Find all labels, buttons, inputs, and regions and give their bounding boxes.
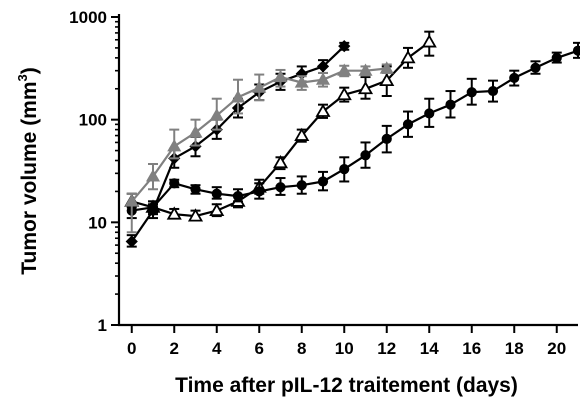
data-point xyxy=(400,50,416,64)
data-point xyxy=(466,87,477,98)
data-point xyxy=(209,202,225,217)
data-point xyxy=(275,182,286,193)
x-tick-label: 20 xyxy=(547,339,566,358)
data-point xyxy=(509,72,520,84)
y-axis-title-superscript: 3 xyxy=(15,74,30,81)
data-point xyxy=(402,119,414,130)
data-point xyxy=(336,86,352,101)
data-point xyxy=(379,61,394,74)
x-tick-label: 4 xyxy=(212,339,222,358)
data-point xyxy=(294,127,310,141)
data-point xyxy=(338,40,351,53)
data-point xyxy=(445,99,456,110)
data-point xyxy=(381,133,392,144)
data-point xyxy=(167,139,182,152)
data-point xyxy=(572,45,580,56)
data-point xyxy=(125,235,138,248)
series-line xyxy=(130,49,580,212)
data-point xyxy=(124,194,139,207)
y-tick-label: 1000 xyxy=(69,8,107,27)
data-point xyxy=(317,176,329,187)
data-point xyxy=(424,108,435,119)
axes: 1 10 100 1000 0 2 4 6 8 10 12 14 16 18 20 xyxy=(69,8,578,358)
series-triangle xyxy=(124,61,394,234)
data-point xyxy=(315,72,331,85)
data-point xyxy=(190,184,201,195)
data-point xyxy=(188,125,203,138)
data-point xyxy=(316,60,330,73)
series-layer xyxy=(124,30,580,248)
data-point xyxy=(294,75,309,88)
data-point xyxy=(211,188,222,199)
data-point xyxy=(357,80,374,95)
x-tick-label: 12 xyxy=(377,339,396,358)
x-tick-label: 0 xyxy=(127,339,136,358)
data-point xyxy=(187,208,204,222)
y-axis-title: Tumor volume (mm3) xyxy=(15,67,41,275)
x-tick-label: 6 xyxy=(255,339,264,358)
x-tick-label: 14 xyxy=(420,339,439,358)
data-point xyxy=(209,108,224,121)
data-point xyxy=(421,34,437,48)
data-point xyxy=(487,85,499,97)
y-tick-label: 1 xyxy=(98,316,107,335)
series-line xyxy=(130,45,346,243)
data-point xyxy=(254,186,265,197)
data-point xyxy=(339,163,350,175)
data-point xyxy=(169,178,180,189)
data-point xyxy=(230,90,246,103)
data-point xyxy=(296,180,307,191)
x-axis-title: Time after pIL-12 traitement (days) xyxy=(175,374,518,397)
x-tick-label: 18 xyxy=(505,339,524,358)
y-axis-title-end: ) xyxy=(18,67,41,74)
x-tick-label: 16 xyxy=(462,339,481,358)
data-point xyxy=(272,154,289,169)
data-point xyxy=(232,191,244,202)
y-axis-title-main: Tumor volume (mm xyxy=(18,81,41,274)
x-tick-label: 8 xyxy=(297,339,306,358)
data-point xyxy=(146,204,160,217)
x-tick-label: 10 xyxy=(335,339,354,358)
series-diamond xyxy=(125,40,351,248)
data-point xyxy=(358,63,373,76)
data-point xyxy=(252,80,267,93)
y-tick-label: 10 xyxy=(88,213,107,232)
y-tick-label: 100 xyxy=(79,111,107,130)
data-point xyxy=(166,206,182,220)
data-point xyxy=(551,52,562,63)
data-point xyxy=(360,150,371,161)
series-circle xyxy=(126,41,580,220)
data-point xyxy=(337,63,352,76)
data-point xyxy=(379,72,395,87)
data-point xyxy=(530,62,541,73)
data-point xyxy=(145,169,161,182)
data-point xyxy=(273,69,288,83)
x-tick-label: 2 xyxy=(170,339,179,358)
data-point xyxy=(315,103,331,117)
